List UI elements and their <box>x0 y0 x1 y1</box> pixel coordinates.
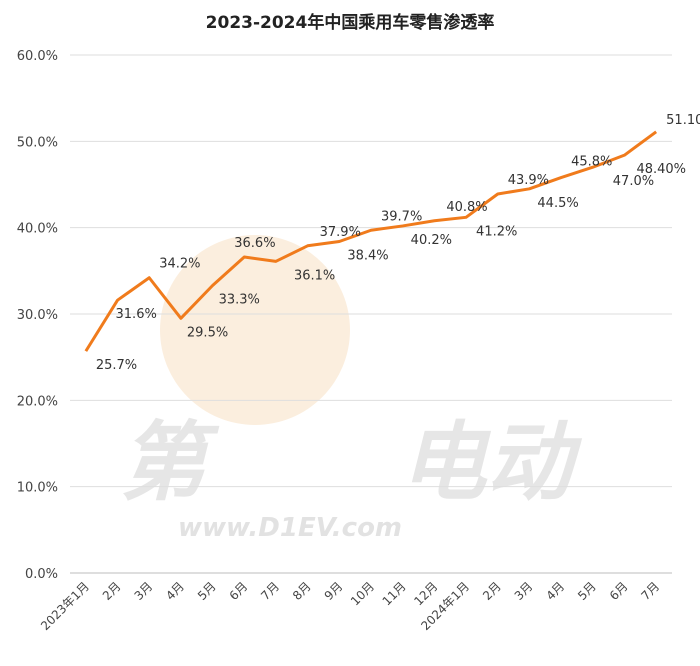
y-tick-label: 20.0% <box>17 394 58 409</box>
series-line <box>84 130 658 352</box>
data-label: 37.9% <box>320 225 361 240</box>
y-tick-label: 40.0% <box>17 222 58 237</box>
data-label: 40.8% <box>446 200 487 215</box>
chart-title: 2023-2024年中国乘用车零售渗透率 <box>206 12 495 33</box>
data-label: 36.1% <box>294 268 335 283</box>
data-label: 43.9% <box>508 173 549 188</box>
mascot-shape <box>160 235 350 425</box>
x-tick-label: 3月 <box>512 579 536 603</box>
x-tick-label: 5月 <box>195 579 219 603</box>
data-label: 33.3% <box>219 293 260 308</box>
y-tick-label: 0.0% <box>25 567 58 582</box>
y-tick-label: 10.0% <box>17 481 58 496</box>
data-label: 34.2% <box>159 257 200 272</box>
x-tick-label: 5月 <box>575 579 599 603</box>
data-label: 25.7% <box>96 358 137 373</box>
data-label: 36.6% <box>234 236 275 251</box>
x-tick-label: 4月 <box>163 579 187 603</box>
x-tick-label: 7月 <box>638 579 662 603</box>
x-tick-label: 10月 <box>348 579 377 608</box>
data-label: 47.0% <box>613 174 654 189</box>
data-label: 40.2% <box>411 233 452 248</box>
y-tick-label: 60.0% <box>17 49 58 64</box>
x-tick-label: 2023年1月 <box>38 579 92 633</box>
y-tick-label: 50.0% <box>17 135 58 150</box>
data-label: 45.8% <box>571 155 612 170</box>
data-label: 41.2% <box>476 224 517 239</box>
data-label: 51.10% <box>666 113 700 128</box>
data-label: 29.5% <box>187 325 228 340</box>
watermark-brand-left: 第 <box>120 413 220 513</box>
x-tick-label: 11月 <box>380 579 409 608</box>
x-tick-label: 7月 <box>258 579 282 603</box>
data-label: 44.5% <box>537 196 578 211</box>
data-label: 39.7% <box>381 209 422 224</box>
y-tick-label: 30.0% <box>17 308 58 323</box>
watermark-brand-right: 电动 <box>400 413 583 513</box>
x-tick-label: 6月 <box>227 579 251 603</box>
x-tick-label: 8月 <box>290 579 314 603</box>
watermark-url: www.D1EV.com <box>178 513 402 543</box>
x-tick-label: 4月 <box>543 579 567 603</box>
x-tick-label: 3月 <box>132 579 156 603</box>
data-label: 31.6% <box>116 307 157 322</box>
x-tick-label: 6月 <box>607 579 631 603</box>
data-label: 38.4% <box>347 248 388 263</box>
x-tick-label: 2月 <box>480 579 504 603</box>
watermark: 第 电动 www.D1EV.com <box>120 235 583 543</box>
x-tick-label: 9月 <box>322 579 346 603</box>
x-tick-label: 2月 <box>100 579 124 603</box>
data-label: 48.40% <box>636 162 686 177</box>
